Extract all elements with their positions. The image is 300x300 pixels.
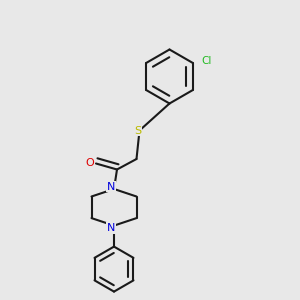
Text: N: N (107, 182, 115, 192)
Text: Cl: Cl (201, 56, 212, 67)
Text: N: N (107, 223, 115, 233)
Text: S: S (134, 125, 142, 136)
Text: O: O (85, 158, 94, 168)
